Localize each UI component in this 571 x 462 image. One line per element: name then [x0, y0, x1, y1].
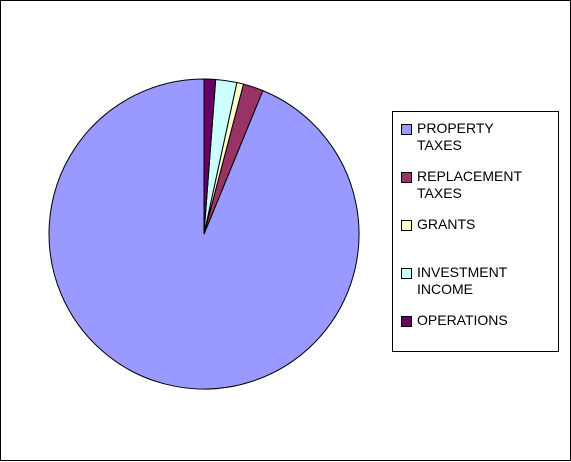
legend-item: INVESTMENT INCOME — [401, 264, 562, 298]
legend-label: REPLACEMENT TAXES — [417, 168, 523, 201]
legend-item: GRANTS — [401, 216, 562, 233]
legend-item: PROPERTY TAXES — [401, 120, 562, 154]
legend-label: GRANTS — [417, 216, 476, 232]
legend-swatch — [401, 220, 412, 231]
legend-item: OPERATIONS — [401, 312, 562, 329]
pie-slice-property-taxes — [48, 78, 360, 390]
legend-label: INVESTMENT INCOME — [417, 264, 508, 297]
legend-swatch — [401, 124, 412, 135]
legend-swatch — [401, 172, 412, 183]
legend: PROPERTY TAXES REPLACEMENT TAXES GRANTS INV… — [392, 111, 559, 352]
legend-swatch — [401, 268, 412, 279]
legend-item: REPLACEMENT TAXES — [401, 168, 562, 202]
legend-label: PROPERTY TAXES — [417, 120, 494, 153]
legend-swatch — [401, 316, 412, 327]
pie-slice-operations — [203, 78, 217, 235]
legend-label: OPERATIONS — [417, 312, 508, 328]
